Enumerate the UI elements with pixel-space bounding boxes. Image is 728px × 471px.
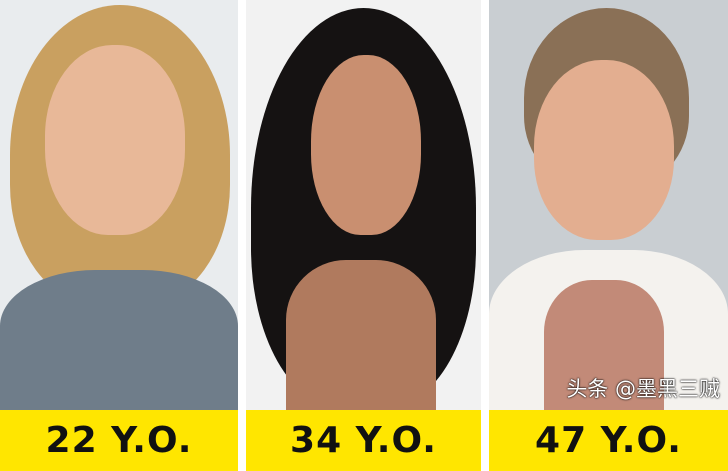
- photo-panel-1: 22 Y.O.: [0, 0, 238, 471]
- neck-shape: [286, 260, 436, 410]
- face-shape: [534, 60, 674, 240]
- clothes-shape: [0, 270, 238, 410]
- age-label: 22 Y.O.: [45, 420, 193, 461]
- portrait-photo: [0, 0, 238, 410]
- face-shape: [45, 45, 185, 235]
- age-label-band: 47 Y.O.: [489, 410, 728, 471]
- face-shape: [311, 55, 421, 235]
- portrait-photo: [246, 0, 481, 410]
- age-label: 34 Y.O.: [290, 420, 437, 461]
- age-label-band: 34 Y.O.: [246, 410, 481, 471]
- photo-panel-2: 34 Y.O.: [246, 0, 481, 471]
- age-label-band: 22 Y.O.: [0, 410, 238, 471]
- clothes-shape: [544, 280, 664, 410]
- age-label: 47 Y.O.: [535, 420, 682, 461]
- photo-panel-3: 47 Y.O.: [489, 0, 728, 471]
- watermark: 头条 @墨黑三贼: [566, 377, 720, 401]
- portrait-photo: [489, 0, 728, 410]
